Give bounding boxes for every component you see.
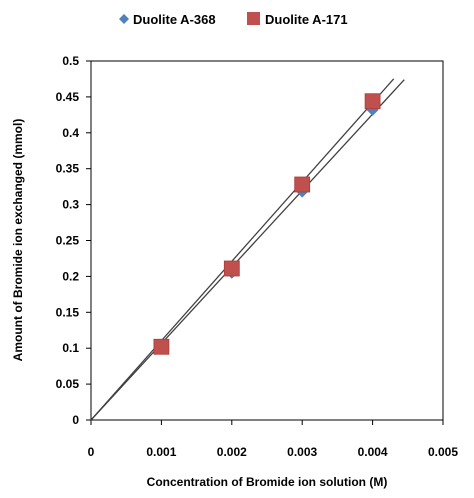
y-tick-label: 0.5 — [62, 54, 79, 68]
x-tick-label: 0.001 — [146, 445, 176, 459]
data-point-series-1 — [223, 260, 240, 277]
legend: Duolite A-368 Duolite A-171 — [119, 12, 348, 27]
legend-marker-duolite-a-368 — [119, 14, 129, 24]
y-tick-label: 0.15 — [56, 305, 80, 319]
legend-marker-duolite-a-171 — [247, 12, 260, 25]
data-point-series-1 — [153, 338, 170, 355]
y-tick-label: 0.2 — [62, 269, 79, 283]
x-tick-label: 0.003 — [287, 445, 317, 459]
x-tick-label: 0 — [88, 445, 95, 459]
x-axis: 0 0.001 0.002 0.003 0.004 0.005 — [88, 420, 458, 459]
y-tick-label: 0.05 — [56, 377, 80, 391]
x-tick-label: 0.004 — [358, 445, 388, 459]
y-axis-title: Amount of Bromide ion exchanged (mmol) — [11, 119, 25, 362]
y-axis: 0 0.05 0.1 0.15 0.2 0.25 0.3 0.35 0.4 0.45 0.5 — [56, 54, 91, 427]
legend-label-duolite-a-368: Duolite A-368 — [133, 12, 216, 27]
x-tick-label: 0.002 — [217, 445, 247, 459]
data-point-series-1 — [294, 176, 311, 193]
trendlines — [90, 78, 405, 421]
y-tick-label: 0.25 — [56, 234, 80, 248]
y-tick-label: 0.45 — [56, 90, 80, 104]
x-tick-label: 0.005 — [428, 445, 458, 459]
x-axis-title: Concentration of Bromide ion solution (M… — [147, 475, 388, 489]
data-points — [153, 93, 381, 355]
y-tick-label: 0.35 — [56, 162, 80, 176]
y-tick-label: 0.4 — [62, 126, 79, 140]
legend-label-duolite-a-171: Duolite A-171 — [265, 12, 348, 27]
plot-area — [90, 60, 444, 421]
data-point-series-1 — [364, 93, 381, 110]
y-tick-label: 0.1 — [62, 341, 79, 355]
trendline-series-0 — [90, 79, 405, 421]
y-tick-label: 0.3 — [62, 198, 79, 212]
y-tick-label: 0 — [72, 413, 79, 427]
trendline-series-1 — [90, 78, 395, 421]
